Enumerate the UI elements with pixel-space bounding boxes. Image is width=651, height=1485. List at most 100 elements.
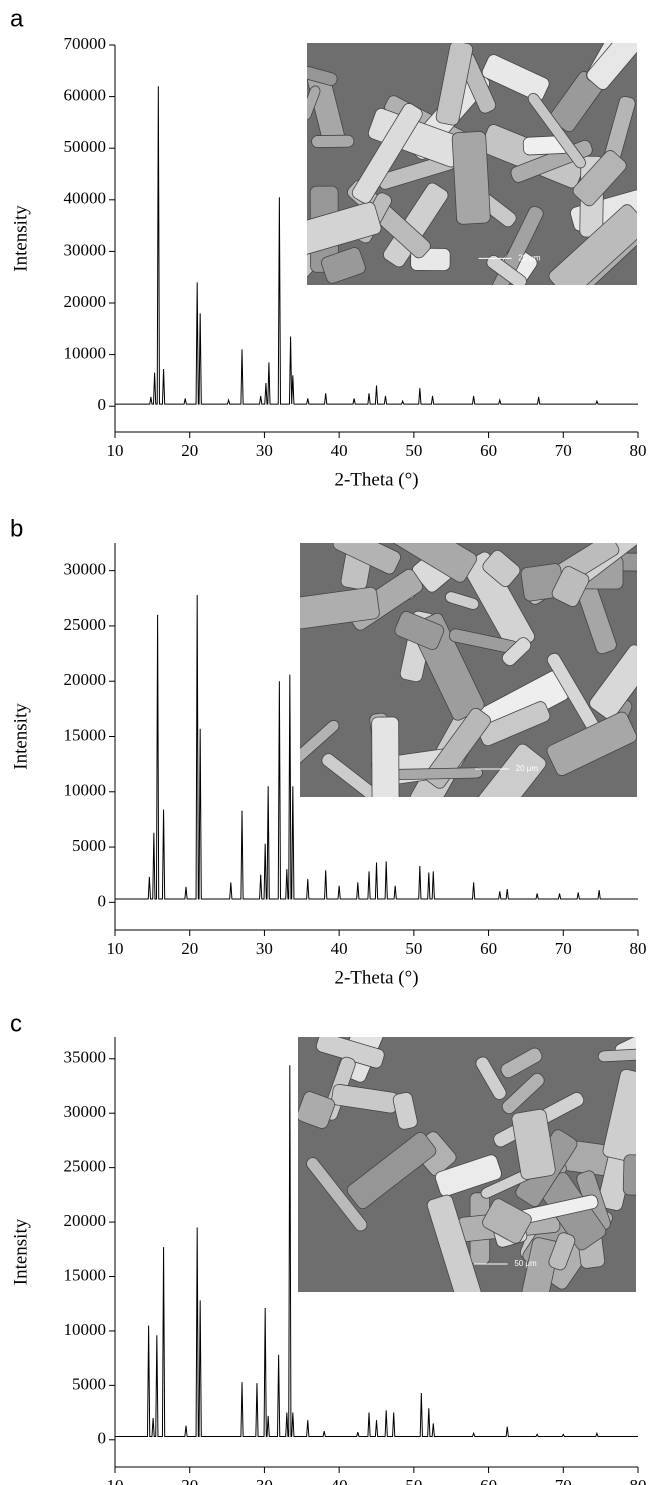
y-tick-label: 20000 [64, 1211, 107, 1230]
crystals [307, 43, 637, 285]
crystal [487, 205, 544, 285]
crystal [426, 1194, 482, 1292]
y-tick-label: 30000 [64, 560, 107, 579]
y-tick-label: 0 [98, 891, 107, 910]
crystal [388, 767, 483, 781]
panel: a 20 μm 0 10000 20000 30000 40000 50000 60000 700… [10, 5, 647, 490]
crystal [392, 1092, 418, 1130]
x-tick-label: 80 [630, 441, 647, 460]
y-tick-label: 30000 [64, 1102, 107, 1121]
x-tick-label: 40 [331, 939, 348, 958]
x-tick-label: 70 [555, 1476, 572, 1485]
y-axis-label: Intensity [10, 205, 31, 272]
panel-label: b [10, 515, 23, 542]
crystal [306, 1157, 368, 1232]
y-tick-label: 60000 [64, 86, 107, 105]
x-tick-label: 10 [107, 939, 124, 958]
y-tick-label: 20000 [64, 670, 107, 689]
y-tick-label: 15000 [64, 725, 107, 744]
data-line [115, 594, 638, 900]
y-tick-label: 0 [98, 395, 107, 414]
x-tick-label: 70 [555, 939, 572, 958]
x-tick-label: 60 [480, 939, 497, 958]
x-tick-label: 20 [181, 1476, 198, 1485]
y-tick-label: 40000 [64, 189, 107, 208]
scale-bar-label: 20 μm [516, 764, 539, 773]
y-tick-label: 0 [98, 1429, 107, 1448]
y-tick-label: 25000 [64, 615, 107, 634]
crystal [383, 182, 449, 268]
crystal [307, 85, 321, 121]
crystal [477, 701, 551, 747]
crystal [475, 1056, 507, 1100]
y-tick-label: 25000 [64, 1157, 107, 1176]
crystal [346, 1131, 437, 1210]
sem-inset: 20 μm [300, 543, 637, 797]
x-tick-label: 20 [181, 441, 198, 460]
y-tick-label: 10000 [64, 781, 107, 800]
crystal [307, 65, 338, 86]
x-tick-label: 70 [555, 441, 572, 460]
crystal [597, 1048, 636, 1063]
x-tick-label: 30 [256, 939, 273, 958]
crystal [371, 716, 400, 797]
crystals [298, 1037, 636, 1292]
y-tick-label: 30000 [64, 240, 107, 259]
data-line [115, 1065, 638, 1438]
crystal [311, 134, 355, 148]
x-tick-label: 60 [480, 1476, 497, 1485]
x-axis-label: 2-Theta (°) [334, 469, 418, 490]
crystal [394, 611, 445, 650]
crystal [451, 131, 491, 225]
crystal [589, 644, 637, 720]
crystal [435, 43, 474, 126]
crystal [501, 637, 532, 667]
y-tick-label: 50000 [64, 137, 107, 156]
x-tick-label: 80 [630, 1476, 647, 1485]
scale-bar-label: 20 μm [518, 253, 541, 262]
crystal [481, 54, 550, 102]
crystals [300, 543, 637, 797]
x-axis-label: 2-Theta (°) [334, 967, 418, 988]
x-tick-label: 30 [256, 1476, 273, 1485]
crystal [501, 1072, 545, 1115]
crystal [548, 204, 637, 285]
crystal [586, 43, 637, 90]
y-tick-label: 10000 [64, 1320, 107, 1339]
x-tick-label: 20 [181, 939, 198, 958]
sem-inset: 50 μm [298, 1037, 636, 1292]
crystal [321, 753, 382, 797]
y-tick-label: 35000 [64, 1048, 107, 1067]
crystal [551, 566, 590, 607]
y-tick-label: 5000 [72, 836, 106, 855]
y-tick-label: 10000 [64, 344, 107, 363]
crystal [434, 1154, 502, 1197]
crystal [500, 1047, 543, 1079]
crystal [332, 543, 401, 575]
y-axis-label: Intensity [10, 1218, 31, 1285]
panel-label: a [10, 5, 24, 32]
y-tick-label: 20000 [64, 292, 107, 311]
sem-inset: 20 μm [307, 43, 637, 285]
data-line [115, 86, 638, 405]
crystal [321, 247, 366, 284]
x-tick-label: 10 [107, 1476, 124, 1485]
panel: b 20 μm 0 5000 10000 15000 20000 25000 30000 10 20… [10, 515, 647, 988]
x-tick-label: 30 [256, 441, 273, 460]
y-tick-label: 15000 [64, 1265, 107, 1284]
crystal [467, 743, 547, 797]
crystal [572, 150, 627, 207]
crystal [602, 1068, 636, 1163]
x-tick-label: 50 [405, 939, 422, 958]
crystal [482, 549, 521, 587]
panel-label: c [10, 1010, 22, 1037]
crystal [548, 1232, 576, 1271]
x-tick-label: 50 [405, 1476, 422, 1485]
crystal [298, 1091, 336, 1129]
y-axis-label: Intensity [10, 703, 31, 770]
crystal [351, 103, 423, 204]
crystal [511, 1108, 556, 1180]
crystal [300, 720, 340, 791]
crystal [482, 1198, 532, 1244]
